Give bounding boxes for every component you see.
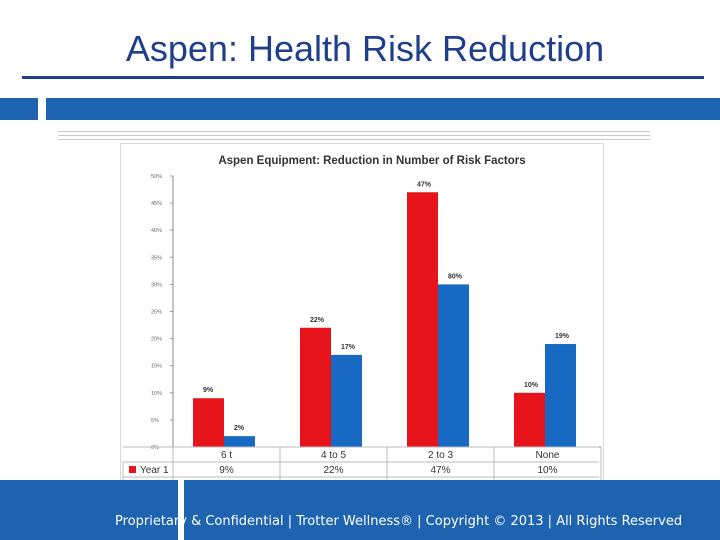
y-tick-label: 35% — [151, 255, 162, 261]
bar-year2 — [438, 284, 469, 447]
footer-gap — [178, 480, 184, 540]
bar-year1 — [300, 327, 331, 447]
footer-band — [0, 480, 720, 540]
table-cell: 47% — [430, 465, 450, 476]
chart-panel: Aspen Equipment: Reduction in Number of … — [120, 143, 604, 495]
data-label: 10% — [524, 382, 539, 389]
data-label: 22% — [310, 317, 325, 324]
footer-text: Proprietary & Confidential | Trotter Wel… — [115, 514, 683, 529]
decor-line — [58, 131, 650, 132]
bar-year2 — [545, 344, 576, 447]
slide-title: Aspen: Health Risk Reduction — [125, 28, 605, 69]
data-label: 80% — [448, 273, 463, 280]
y-tick-label: 20% — [151, 337, 162, 343]
table-cell: 22% — [323, 465, 343, 476]
table-cell: 9% — [219, 465, 234, 476]
y-tick-label: 10% — [151, 391, 162, 397]
bar-year1 — [514, 392, 545, 447]
data-label: 2% — [234, 425, 245, 432]
legend-label: Year 1 — [140, 465, 169, 476]
category-label: 2 to 3 — [428, 450, 453, 461]
data-label: 9% — [203, 387, 214, 394]
title-rule — [22, 76, 704, 79]
chart-title: Aspen Equipment: Reduction in Number of … — [218, 155, 525, 167]
data-label: 17% — [341, 344, 356, 351]
category-label: 4 to 5 — [321, 450, 346, 461]
bar-chart: Aspen Equipment: Reduction in Number of … — [122, 155, 602, 493]
data-label: 19% — [555, 333, 570, 340]
legend-swatch — [129, 466, 136, 473]
decor-line — [58, 139, 650, 140]
y-tick-label: 50% — [151, 174, 162, 180]
table-cell: 10% — [537, 465, 557, 476]
accent-divider — [40, 98, 44, 120]
y-tick-label: 5% — [151, 418, 159, 424]
y-tick-label: 25% — [151, 310, 162, 316]
bar-year2 — [224, 436, 255, 447]
bar-year2 — [331, 354, 362, 447]
decor-line — [58, 135, 650, 136]
y-tick-label: 30% — [151, 282, 162, 288]
y-tick-label: 15% — [151, 364, 162, 370]
category-label: 6 t — [221, 450, 232, 461]
y-tick-label: 45% — [151, 201, 162, 207]
data-label: 47% — [417, 181, 432, 188]
bar-year1 — [193, 398, 224, 447]
bar-year1 — [407, 192, 438, 447]
accent-bar-right — [46, 98, 720, 120]
y-tick-label: 40% — [151, 228, 162, 234]
y-tick-label: 0% — [151, 445, 159, 451]
category-label: None — [536, 450, 560, 461]
accent-bar-left — [0, 98, 38, 120]
